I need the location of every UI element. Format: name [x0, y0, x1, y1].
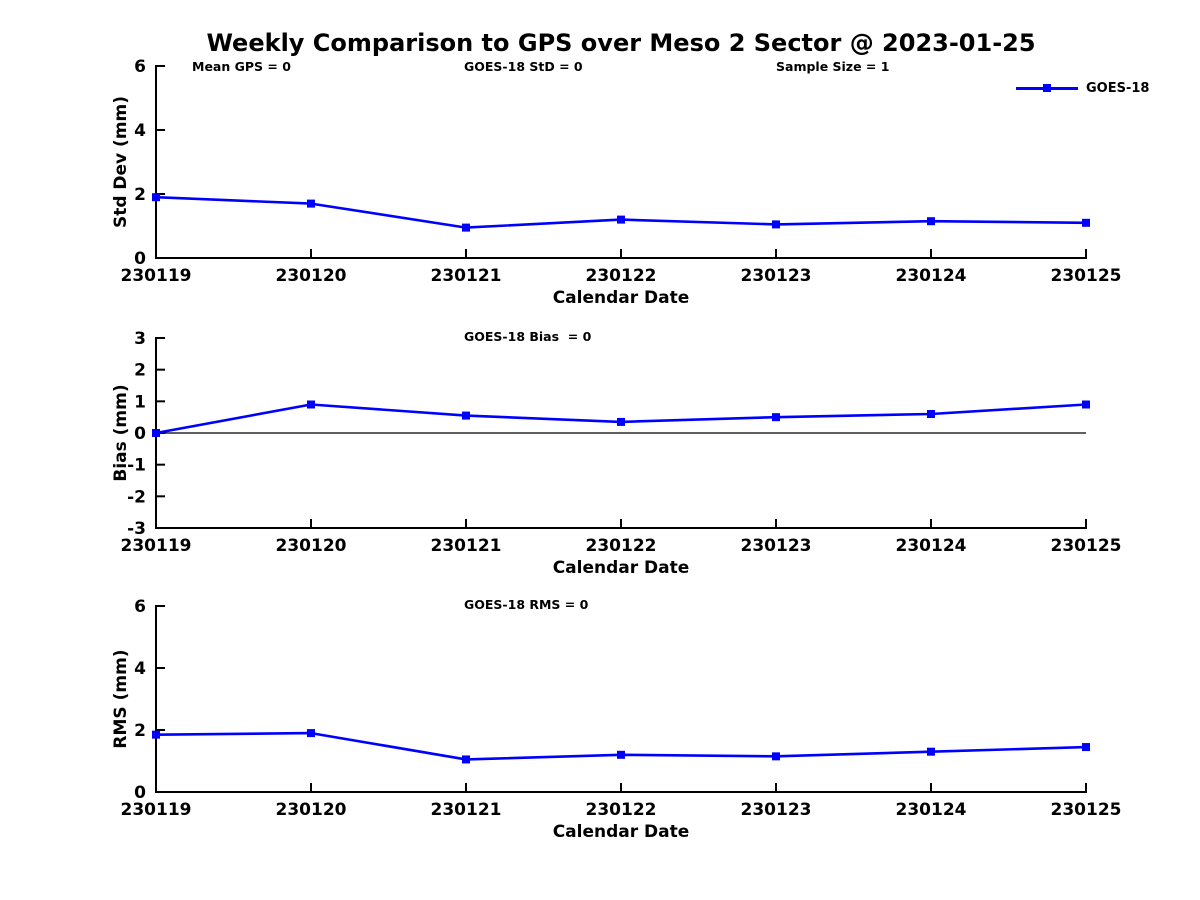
x-tick-label: 230123	[741, 536, 812, 556]
y-tick-label: 0	[134, 249, 146, 269]
annotation-sample-size: Sample Size = 1	[776, 59, 890, 74]
y-tick-label: 0	[134, 783, 146, 803]
data-point-marker	[307, 400, 315, 409]
x-tick-label: 230120	[276, 536, 347, 556]
data-point-marker	[152, 730, 160, 739]
data-point-marker	[927, 217, 935, 226]
x-tick-label: 230125	[1051, 536, 1122, 556]
x-tick-label: 230124	[896, 536, 967, 556]
data-point-marker	[1082, 743, 1090, 752]
data-point-marker	[927, 410, 935, 418]
y-tick-label: 1	[134, 392, 146, 412]
x-tick-label: 230120	[276, 266, 347, 286]
y-tick-label: 4	[134, 659, 146, 679]
data-point-marker	[617, 750, 625, 759]
x-tick-label: 230122	[586, 800, 657, 820]
data-point-marker	[1082, 218, 1090, 227]
y-tick-label: 0	[134, 424, 146, 444]
data-point-marker	[152, 193, 160, 202]
annotation-mean-gps: Mean GPS = 0	[192, 59, 291, 74]
data-point-marker	[772, 220, 780, 229]
x-tick-label: 230121	[431, 800, 502, 820]
y-tick-label: 2	[134, 185, 146, 205]
y-tick-label: -1	[127, 456, 146, 476]
x-tick-label: 230123	[741, 800, 812, 820]
y-tick-label: -3	[127, 519, 146, 539]
x-tick-label: 230125	[1051, 266, 1122, 286]
y-axis-label-rms: RMS (mm)	[111, 649, 131, 749]
data-point-marker	[772, 752, 780, 761]
x-tick-label: 230119	[121, 800, 192, 820]
data-point-marker	[1082, 400, 1090, 409]
y-axis-label-std-dev: Std Dev (mm)	[111, 95, 131, 229]
x-tick-label: 230121	[431, 536, 502, 556]
x-tick-label: 230124	[896, 266, 967, 286]
y-tick-label: 6	[134, 597, 146, 617]
y-tick-label: 4	[134, 121, 146, 141]
x-tick-label: 230125	[1051, 800, 1122, 820]
legend: GOES-18	[1016, 80, 1149, 96]
y-axis-label-bias: Bias (mm)	[111, 384, 131, 482]
x-tick-label: 230122	[586, 266, 657, 286]
data-point-marker	[307, 729, 315, 738]
legend-square-marker-icon	[1043, 84, 1051, 92]
x-tick-label: 230123	[741, 266, 812, 286]
annotation-goes18-bias: GOES-18 Bias = 0	[464, 329, 592, 344]
x-axis-label-subplot2: Calendar Date	[552, 558, 690, 578]
y-tick-label: 3	[134, 329, 146, 349]
x-tick-label: 230119	[121, 266, 192, 286]
y-tick-label: 2	[134, 721, 146, 741]
y-tick-label: 6	[134, 57, 146, 77]
data-point-marker	[307, 199, 315, 208]
y-tick-label: 2	[134, 361, 146, 381]
x-tick-label: 230119	[121, 536, 192, 556]
legend-label: GOES-18	[1086, 80, 1150, 96]
legend-line-sample	[1016, 80, 1078, 96]
annotation-goes18-rms: GOES-18 RMS = 0	[464, 597, 589, 612]
data-point-marker	[617, 215, 625, 224]
x-axis-label-subplot3: Calendar Date	[552, 822, 690, 842]
x-tick-label: 230120	[276, 800, 347, 820]
x-tick-label: 230124	[896, 800, 967, 820]
data-point-marker	[462, 223, 470, 232]
chart-title: Weekly Comparison to GPS over Meso 2 Sec…	[206, 29, 1036, 57]
x-tick-label: 230121	[431, 266, 502, 286]
x-tick-label: 230122	[586, 536, 657, 556]
data-point-marker	[152, 429, 160, 437]
annotation-goes18-std: GOES-18 StD = 0	[464, 59, 583, 74]
x-axis-label-subplot1: Calendar Date	[552, 288, 690, 308]
data-point-marker	[617, 417, 625, 426]
y-tick-label: -2	[127, 487, 146, 507]
data-point-marker	[462, 411, 470, 420]
data-point-marker	[927, 747, 935, 756]
data-point-marker	[772, 413, 780, 422]
data-point-marker	[462, 755, 470, 764]
